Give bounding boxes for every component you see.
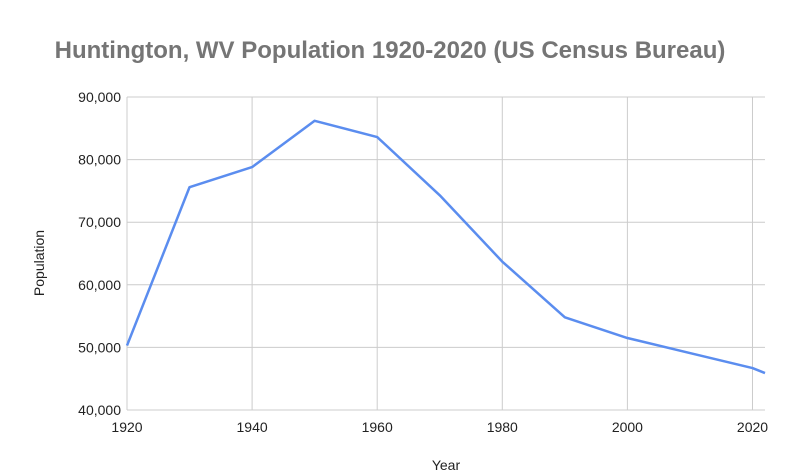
x-tick-label: 2000 [612, 419, 643, 435]
y-axis-title: Population [31, 230, 47, 296]
y-tick-label: 50,000 [78, 339, 121, 355]
x-tick-label: 1960 [362, 419, 393, 435]
x-tick-label: 1980 [487, 419, 518, 435]
x-tick-label: 2020 [737, 419, 768, 435]
y-tick-label: 80,000 [78, 152, 121, 168]
chart-title: Huntington, WV Population 1920-2020 (US … [55, 37, 726, 64]
y-tick-label: 40,000 [78, 402, 121, 418]
x-tick-label: 1940 [237, 419, 268, 435]
y-tick-label: 70,000 [78, 214, 121, 230]
y-tick-label: 90,000 [78, 89, 121, 105]
x-axis-title: Year [432, 457, 461, 470]
y-tick-label: 60,000 [78, 277, 121, 293]
x-tick-label: 1920 [111, 419, 142, 435]
data-line [125, 119, 766, 375]
